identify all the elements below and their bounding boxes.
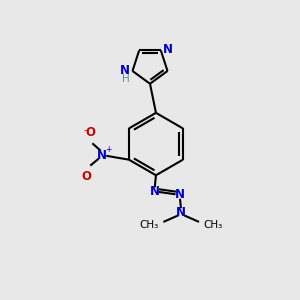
Text: -: - <box>84 126 87 135</box>
Text: O: O <box>86 126 96 139</box>
Text: O: O <box>82 170 92 183</box>
Text: N: N <box>163 43 173 56</box>
Text: N: N <box>175 188 185 201</box>
Text: N: N <box>176 206 186 219</box>
Text: N: N <box>149 185 160 198</box>
Text: CH₃: CH₃ <box>203 220 223 230</box>
Text: N: N <box>97 149 107 162</box>
Text: H: H <box>122 74 130 84</box>
Text: +: + <box>106 145 112 154</box>
Text: N: N <box>120 64 130 77</box>
Text: CH₃: CH₃ <box>140 220 159 230</box>
